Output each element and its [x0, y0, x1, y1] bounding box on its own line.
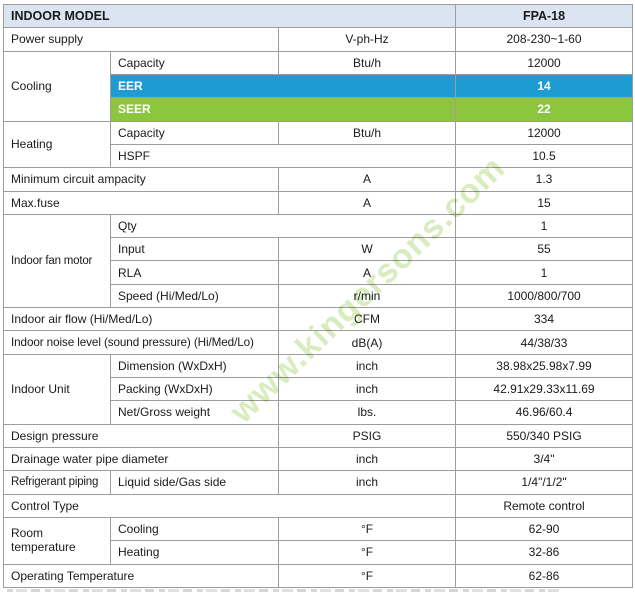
design-pressure-label: Design pressure [3, 423, 279, 448]
weight-value: 46.96/60.4 [455, 400, 634, 425]
fan-qty-label: Qty [109, 213, 457, 239]
operating-temperature-value: 62-86 [455, 563, 634, 588]
fan-qty-value: 1 [455, 213, 634, 239]
heating-capacity-label: Capacity [110, 120, 279, 145]
weight-unit: lbs. [277, 400, 457, 425]
row-hspf: HSPF 10.5 [4, 143, 634, 169]
min-circuit-ampacity-value: 1.3 [455, 167, 634, 192]
cooling-capacity-unit: Btu/h [277, 50, 457, 75]
drainage-value: 3/4" [455, 446, 634, 472]
row-min-circuit-ampacity: Minimum circuit ampacity A 1.3 [3, 167, 634, 192]
fan-speed-label: Speed (Hi/Med/Lo) [110, 283, 279, 309]
air-flow-label: Indoor air flow (Hi/Med/Lo) [3, 307, 279, 332]
fan-rla-unit: A [277, 260, 457, 285]
row-refrigerant-piping: Refrigerant piping Liquid side/Gas side … [3, 470, 634, 495]
cropped-footnote-text [7, 589, 562, 592]
max-fuse-unit: A [277, 190, 457, 215]
row-fan-input: Input W 55 [4, 237, 634, 262]
room-cooling-value: 62-90 [455, 516, 634, 542]
room-cooling-label: Cooling [110, 516, 279, 542]
max-fuse-value: 15 [455, 190, 634, 215]
drainage-unit: inch [277, 446, 457, 472]
row-heating-capacity: Heating Capacity Btu/h 12000 [3, 120, 634, 169]
seer-value: 22 [455, 97, 634, 122]
design-pressure-value: 550/340 PSIG [455, 423, 634, 448]
refrigerant-piping-unit: inch [277, 470, 457, 495]
max-fuse-label: Max.fuse [3, 190, 279, 215]
design-pressure-unit: PSIG [277, 423, 457, 448]
seer-label: SEER [109, 97, 457, 122]
cooling-capacity-value: 12000 [455, 50, 634, 75]
room-heating-label: Heating [110, 540, 279, 565]
row-noise-level: Indoor noise level (sound pressure) (Hi/… [3, 330, 634, 355]
row-operating-temperature: Operating Temperature °F 62-86 [3, 563, 634, 588]
power-supply-label: Power supply [3, 27, 279, 52]
dimension-value: 38.98x25.98x7.99 [455, 353, 634, 379]
indoor-fan-motor-group-label: Indoor fan motor [3, 213, 111, 309]
cooling-capacity-label: Capacity [110, 50, 279, 75]
row-cooling-capacity: Cooling Capacity Btu/h 12000 [3, 50, 634, 122]
room-cooling-unit: °F [277, 516, 457, 542]
fan-speed-unit: r/min [277, 283, 457, 309]
packing-label: Packing (WxDxH) [110, 376, 279, 402]
indoor-unit-group-label: Indoor Unit [3, 353, 111, 425]
row-room-cooling: Room temperature Cooling °F 62-90 [3, 516, 634, 565]
fan-input-value: 55 [455, 237, 634, 262]
fan-input-label: Input [110, 237, 279, 262]
hspf-value: 10.5 [455, 143, 634, 169]
row-power-supply: Power supply V-ph-Hz 208-230~1-60 [3, 27, 634, 52]
operating-temperature-label: Operating Temperature [3, 563, 279, 588]
refrigerant-piping-sub-label: Liquid side/Gas side [110, 470, 279, 495]
air-flow-value: 334 [455, 307, 634, 332]
row-fan-qty: Indoor fan motor Qty 1 [3, 213, 634, 309]
room-temperature-group-label: Room temperature [3, 516, 111, 565]
row-drainage: Drainage water pipe diameter inch 3/4" [3, 446, 634, 472]
refrigerant-piping-value: 1/4"/1/2" [455, 470, 634, 495]
header-model-label: INDOOR MODEL [2, 3, 457, 29]
fan-input-unit: W [277, 237, 457, 262]
header-row: INDOOR MODEL FPA-18 [2, 3, 634, 29]
power-supply-unit: V-ph-Hz [277, 27, 457, 52]
eer-label: EER [109, 73, 457, 99]
power-supply-value: 208-230~1-60 [455, 27, 634, 52]
control-type-value: Remote control [455, 493, 634, 518]
heating-capacity-unit: Btu/h [277, 120, 457, 145]
row-dimension: Indoor Unit Dimension (WxDxH) inch 38.98… [3, 353, 634, 425]
noise-level-unit: dB(A) [277, 330, 457, 355]
room-heating-value: 32-86 [455, 540, 634, 565]
drainage-label: Drainage water pipe diameter [3, 446, 279, 472]
row-max-fuse: Max.fuse A 15 [3, 190, 634, 215]
row-room-heating: Heating °F 32-86 [4, 540, 634, 565]
row-seer: SEER 22 [4, 97, 634, 122]
packing-value: 42.91x29.33x11.69 [455, 376, 634, 402]
fan-rla-label: RLA [110, 260, 279, 285]
fan-rla-value: 1 [455, 260, 634, 285]
fan-speed-value: 1000/800/700 [455, 283, 634, 309]
row-packing: Packing (WxDxH) inch 42.91x29.33x11.69 [4, 376, 634, 402]
heating-group-label: Heating [3, 120, 111, 169]
noise-level-label: Indoor noise level (sound pressure) (Hi/… [3, 330, 279, 355]
air-flow-unit: CFM [277, 307, 457, 332]
noise-level-value: 44/38/33 [455, 330, 634, 355]
eer-value: 14 [455, 73, 634, 99]
spec-table: INDOOR MODEL FPA-18 Power supply V-ph-Hz… [2, 3, 634, 588]
row-air-flow: Indoor air flow (Hi/Med/Lo) CFM 334 [3, 307, 634, 332]
operating-temperature-unit: °F [277, 563, 457, 588]
row-design-pressure: Design pressure PSIG 550/340 PSIG [3, 423, 634, 448]
room-heating-unit: °F [277, 540, 457, 565]
dimension-unit: inch [277, 353, 457, 379]
hspf-label: HSPF [109, 143, 457, 169]
row-control-type: Control Type Remote control [2, 493, 634, 518]
refrigerant-piping-label: Refrigerant piping [3, 470, 111, 495]
heating-capacity-value: 12000 [455, 120, 634, 145]
weight-label: Net/Gross weight [110, 400, 279, 425]
cooling-group-label: Cooling [3, 50, 111, 122]
header-model-value: FPA-18 [455, 3, 634, 29]
control-type-label: Control Type [2, 493, 457, 518]
dimension-label: Dimension (WxDxH) [110, 353, 279, 379]
packing-unit: inch [277, 376, 457, 402]
min-circuit-ampacity-unit: A [277, 167, 457, 192]
min-circuit-ampacity-label: Minimum circuit ampacity [3, 167, 279, 192]
